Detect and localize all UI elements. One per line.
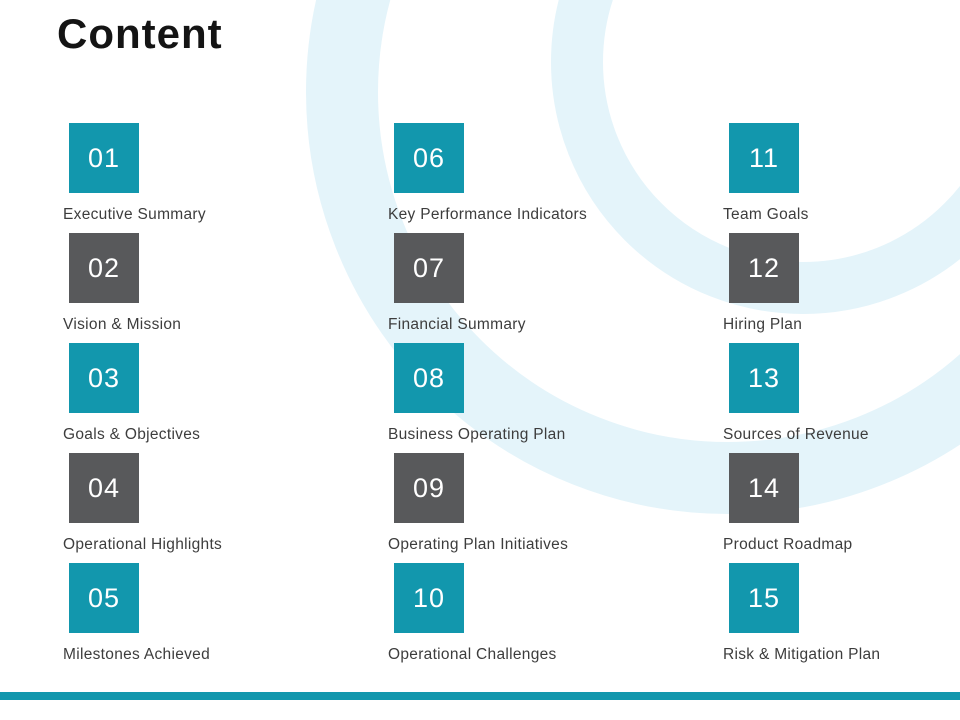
toc-item-label: Product Roadmap [723,536,853,553]
toc-item-label: Operational Challenges [388,646,557,663]
toc-item-01: 01 Executive Summary [63,123,388,233]
toc-item-13: 13 Sources of Revenue [723,343,960,453]
toc-item-03: 03 Goals & Objectives [63,343,388,453]
toc-item-14: 14 Product Roadmap [723,453,960,563]
toc-item-label: Risk & Mitigation Plan [723,646,881,663]
toc-item-10: 10 Operational Challenges [388,563,723,673]
toc-item-number-box: 08 [394,343,464,413]
toc-item-number-box: 06 [394,123,464,193]
toc-grid: 01 Executive Summary 02 Vision & Mission… [63,123,960,673]
toc-item-label: Team Goals [723,206,809,223]
accent-bar [0,692,960,700]
toc-item-label: Key Performance Indicators [388,206,588,223]
toc-item-number-box: 14 [729,453,799,523]
toc-item-label: Goals & Objectives [63,426,201,443]
toc-item-label: Sources of Revenue [723,426,869,443]
toc-item-label: Hiring Plan [723,316,803,333]
toc-item-number-box: 07 [394,233,464,303]
toc-item-number-box: 12 [729,233,799,303]
toc-item-label: Operating Plan Initiatives [388,536,569,553]
toc-item-number-box: 13 [729,343,799,413]
toc-item-label: Executive Summary [63,206,206,223]
toc-item-09: 09 Operating Plan Initiatives [388,453,723,563]
toc-item-02: 02 Vision & Mission [63,233,388,343]
toc-item-number-box: 15 [729,563,799,633]
toc-item-label: Vision & Mission [63,316,182,333]
toc-item-label: Operational Highlights [63,536,223,553]
toc-item-06: 06 Key Performance Indicators [388,123,723,233]
toc-item-label: Financial Summary [388,316,526,333]
toc-item-number-box: 11 [729,123,799,193]
page-title: Content [57,10,223,57]
toc-item-label: Business Operating Plan [388,426,566,443]
toc-item-number-box: 09 [394,453,464,523]
toc-item-number-box: 02 [69,233,139,303]
toc-item-05: 05 Milestones Achieved [63,563,388,673]
toc-item-number-box: 10 [394,563,464,633]
toc-item-number-box: 03 [69,343,139,413]
toc-item-07: 07 Financial Summary [388,233,723,343]
toc-item-11: 11 Team Goals [723,123,960,233]
toc-item-08: 08 Business Operating Plan [388,343,723,453]
toc-item-04: 04 Operational Highlights [63,453,388,563]
toc-item-number-box: 05 [69,563,139,633]
toc-item-number-box: 01 [69,123,139,193]
toc-item-15: 15 Risk & Mitigation Plan [723,563,960,673]
toc-item-12: 12 Hiring Plan [723,233,960,343]
toc-item-number-box: 04 [69,453,139,523]
toc-item-label: Milestones Achieved [63,646,211,663]
